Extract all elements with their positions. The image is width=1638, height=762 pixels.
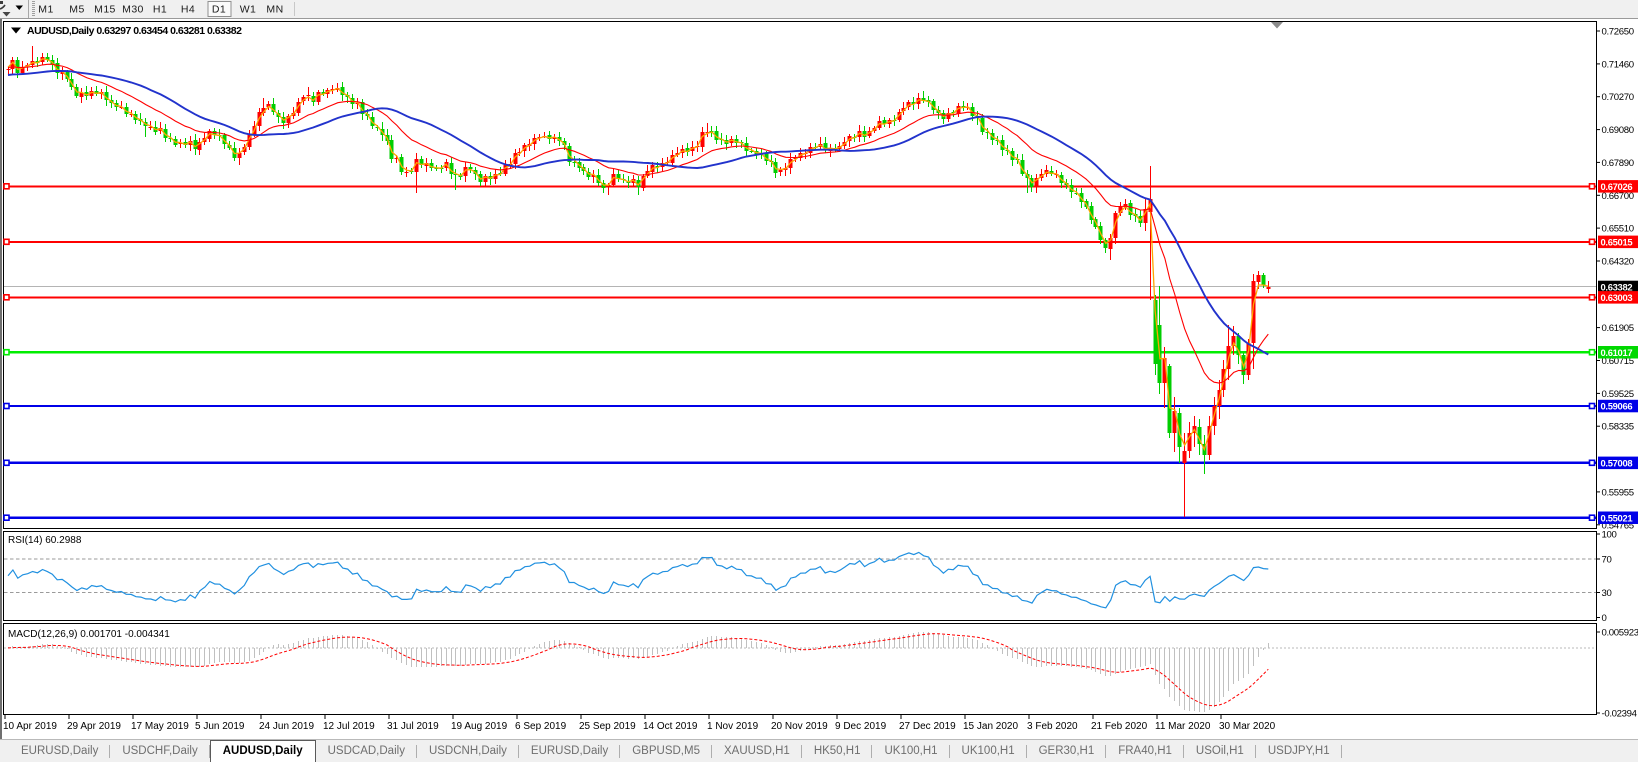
svg-text:M1: M1	[38, 4, 53, 16]
svg-text:27 Dec 2019: 27 Dec 2019	[899, 721, 956, 732]
svg-text:MN: MN	[266, 4, 283, 16]
svg-text:M5: M5	[69, 4, 84, 16]
svg-text:0.67026: 0.67026	[1601, 181, 1633, 192]
svg-text:19 Aug 2019: 19 Aug 2019	[451, 721, 508, 732]
svg-text:0.55021: 0.55021	[1601, 512, 1633, 523]
svg-text:0.71460: 0.71460	[1602, 59, 1634, 70]
svg-text:AUDUSD,Daily 0.63297 0.63454: AUDUSD,Daily 0.63297 0.63454 0.63281 0.6…	[27, 25, 242, 37]
svg-text:0.59525: 0.59525	[1602, 389, 1634, 400]
svg-text:H4: H4	[181, 4, 195, 16]
svg-text:W1: W1	[240, 4, 257, 16]
svg-text:14 Oct 2019: 14 Oct 2019	[643, 721, 698, 732]
svg-text:0.63003: 0.63003	[1601, 292, 1633, 303]
svg-text:0.67890: 0.67890	[1602, 158, 1634, 169]
svg-text:0.70270: 0.70270	[1602, 92, 1634, 103]
svg-text:0.72650: 0.72650	[1602, 27, 1634, 38]
svg-text:0.59066: 0.59066	[1601, 401, 1633, 412]
svg-text:H1: H1	[153, 4, 167, 16]
svg-text:11 Mar 2020: 11 Mar 2020	[1155, 721, 1211, 732]
svg-text:0.63382: 0.63382	[1601, 282, 1633, 293]
svg-text:0.66700: 0.66700	[1602, 191, 1634, 202]
svg-text:RSI(14) 60.2988: RSI(14) 60.2988	[8, 535, 82, 546]
svg-text:17 May 2019: 17 May 2019	[131, 721, 189, 732]
svg-text:D1: D1	[212, 4, 226, 16]
svg-text:0.005923: 0.005923	[1602, 628, 1638, 639]
svg-text:30 Mar 2020: 30 Mar 2020	[1219, 721, 1276, 732]
svg-text:0.54765: 0.54765	[1602, 520, 1634, 531]
svg-text:9 Dec 2019: 9 Dec 2019	[835, 721, 887, 732]
svg-text:12 Jul 2019: 12 Jul 2019	[323, 721, 375, 732]
svg-text:24 Jun 2019: 24 Jun 2019	[259, 721, 314, 732]
svg-text:MACD(12,26,9) 0.001701 -0.0043: MACD(12,26,9) 0.001701 -0.004341	[8, 629, 170, 640]
svg-text:0: 0	[1602, 613, 1607, 624]
svg-text:-0.02394: -0.02394	[1602, 709, 1638, 720]
svg-text:15 Jan 2020: 15 Jan 2020	[963, 721, 1018, 732]
svg-text:0.65015: 0.65015	[1601, 237, 1633, 248]
svg-text:29 Apr 2019: 29 Apr 2019	[67, 721, 121, 732]
svg-text:10 Apr 2019: 10 Apr 2019	[3, 721, 57, 732]
svg-text:0.60715: 0.60715	[1602, 356, 1634, 367]
svg-text:25 Sep 2019: 25 Sep 2019	[579, 721, 636, 732]
svg-text:6 Sep 2019: 6 Sep 2019	[515, 721, 567, 732]
svg-text:0.69080: 0.69080	[1602, 125, 1634, 136]
svg-text:3 Feb 2020: 3 Feb 2020	[1027, 721, 1078, 732]
svg-text:0.61017: 0.61017	[1601, 347, 1633, 358]
svg-text:70: 70	[1602, 555, 1612, 566]
svg-text:M30: M30	[122, 4, 144, 16]
svg-text:1 Nov 2019: 1 Nov 2019	[707, 721, 759, 732]
svg-text:0.57008: 0.57008	[1601, 458, 1633, 469]
svg-text:30: 30	[1602, 588, 1612, 599]
svg-text:20 Nov 2019: 20 Nov 2019	[771, 721, 828, 732]
svg-text:M15: M15	[94, 4, 116, 16]
svg-text:31 Jul 2019: 31 Jul 2019	[387, 721, 439, 732]
svg-text:100: 100	[1602, 530, 1617, 541]
svg-text:21 Feb 2020: 21 Feb 2020	[1091, 721, 1148, 732]
svg-text:0.65510: 0.65510	[1602, 224, 1634, 235]
svg-text:0.64320: 0.64320	[1602, 257, 1634, 268]
svg-text:0.61905: 0.61905	[1602, 323, 1634, 334]
svg-text:0.58335: 0.58335	[1602, 422, 1634, 433]
svg-text:0.55955: 0.55955	[1602, 487, 1634, 498]
svg-text:5 Jun 2019: 5 Jun 2019	[195, 721, 245, 732]
